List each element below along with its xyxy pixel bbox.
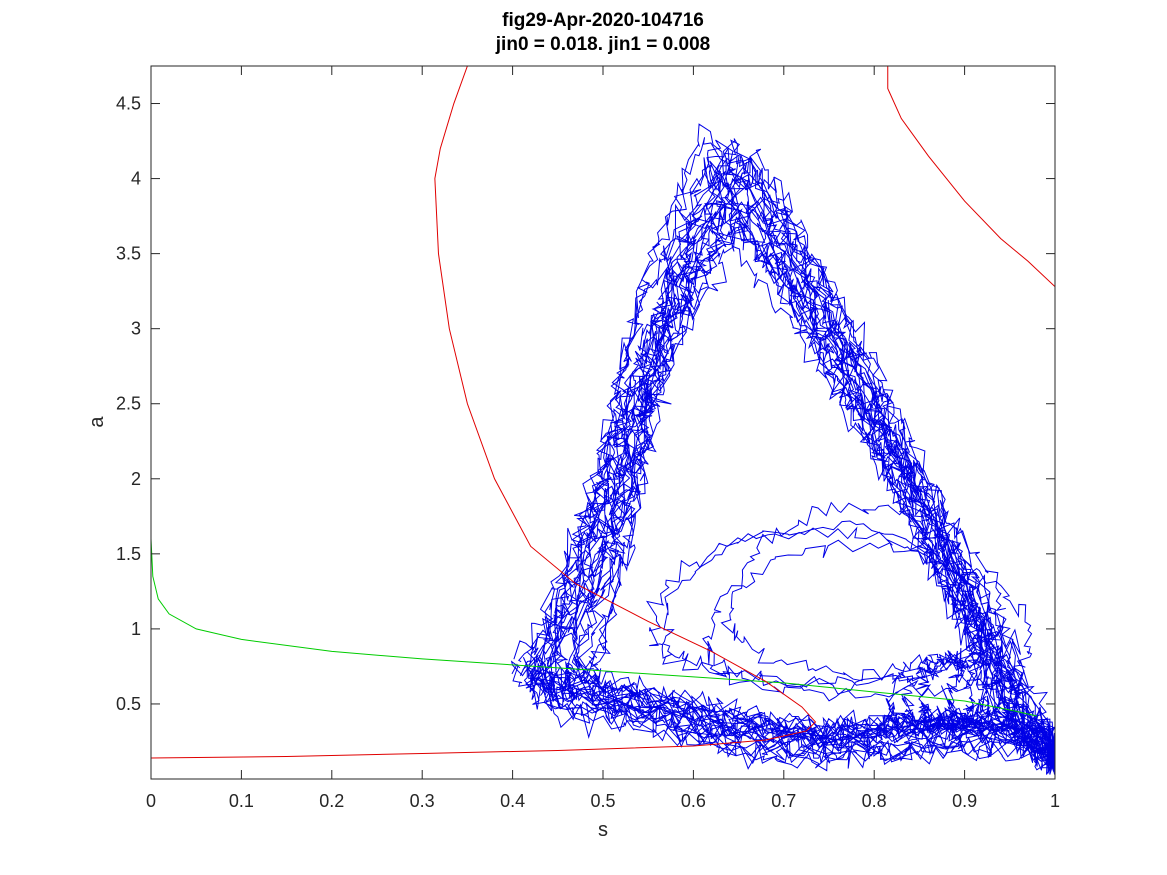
x-tick-label: 0.7 (771, 791, 796, 811)
red-curve (151, 66, 817, 759)
x-axis-label: s (598, 819, 608, 841)
trajectory-line (940, 651, 1022, 734)
x-tick-label: 0.8 (862, 791, 887, 811)
x-tick-label: 0 (146, 791, 156, 811)
x-tick-label: 0.2 (319, 791, 344, 811)
trajectory-line (534, 155, 1055, 770)
x-tick-label: 0.5 (590, 791, 615, 811)
x-tick-label: 0.9 (952, 791, 977, 811)
y-tick-label: 4.5 (116, 94, 141, 114)
y-tick-label: 2.5 (116, 394, 141, 414)
y-tick-label: 0.5 (116, 694, 141, 714)
red-curve (887, 66, 1055, 288)
trajectory-line (522, 216, 1050, 771)
chart-title-line-1: fig29-Apr-2020-104716 (502, 10, 704, 31)
trajectory-line (511, 208, 1055, 766)
trajectory-line (534, 137, 1055, 772)
y-axis: 0.5 1 1.5 2 2.5 3 3.5 4 4.5 (116, 94, 1055, 714)
y-tick-label: 4 (131, 169, 141, 189)
trajectory-line (531, 154, 1055, 772)
trajectory-line (527, 138, 1055, 775)
trajectory-line (646, 520, 995, 695)
y-tick-label: 1.5 (116, 544, 141, 564)
trajectory-line (541, 123, 1055, 770)
trajectory-line (565, 170, 1055, 774)
chart-title-line-2: jin0 = 0.018. jin1 = 0.008 (495, 34, 710, 55)
data-layer (151, 66, 1055, 775)
x-tick-label: 0.6 (681, 791, 706, 811)
y-axis-label: a (86, 416, 108, 428)
x-tick-label: 0.1 (229, 791, 254, 811)
x-axis: 0 0.1 0.2 0.3 0.4 0.5 0.6 0.7 0.8 0.9 1 (146, 66, 1060, 811)
trajectory-line (522, 157, 1055, 768)
x-tick-label: 0.4 (500, 791, 525, 811)
y-tick-label: 3 (131, 319, 141, 339)
x-tick-label: 1 (1050, 791, 1060, 811)
y-tick-label: 1 (131, 619, 141, 639)
x-tick-label: 0.3 (410, 791, 435, 811)
green-curve (151, 66, 1038, 717)
y-tick-label: 2 (131, 469, 141, 489)
trajectory-line (526, 157, 1051, 768)
y-tick-label: 3.5 (116, 244, 141, 264)
